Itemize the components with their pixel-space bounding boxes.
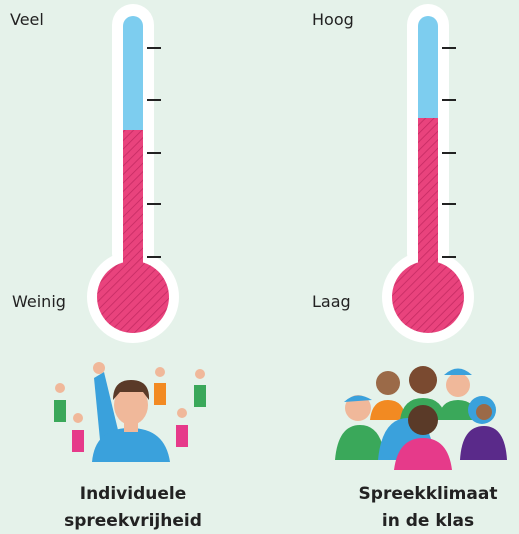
infographic: Veel Weinig Hoog Laag (0, 0, 519, 534)
bottom-label: Laag (312, 292, 351, 311)
bottom-label: Weinig (12, 292, 66, 311)
caption: Individuele (80, 484, 187, 504)
top-label: Hoog (312, 10, 354, 29)
caption: in de klas (382, 511, 474, 531)
caption: spreekvrijheid (64, 511, 202, 531)
top-label: Veel (10, 10, 44, 29)
caption: Spreekklimaat (359, 484, 498, 504)
